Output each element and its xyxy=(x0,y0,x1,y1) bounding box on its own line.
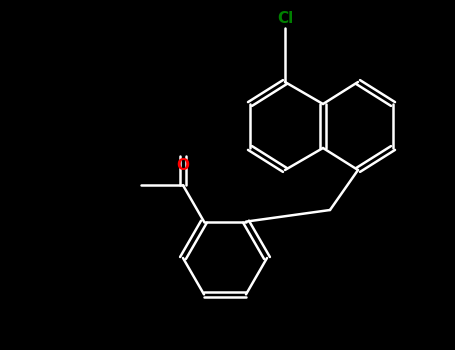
Text: O: O xyxy=(177,158,189,173)
Text: Cl: Cl xyxy=(277,11,293,26)
